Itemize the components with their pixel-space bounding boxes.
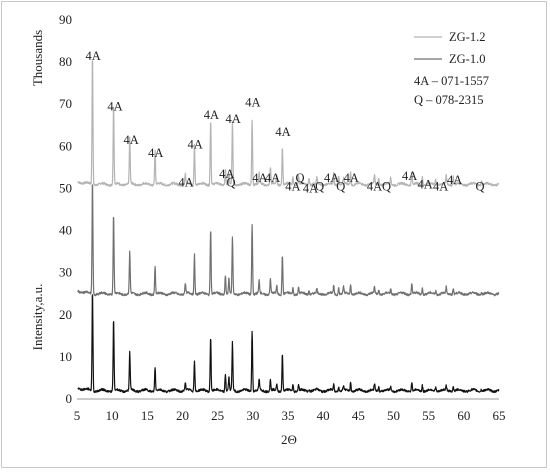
y-tick-label: 40 (59, 223, 72, 238)
x-tick-label: 40 (317, 408, 330, 423)
y-tick-label: 50 (59, 180, 72, 195)
y-axis-unit-label: Thousands (30, 30, 45, 86)
y-tick-label: 30 (59, 265, 72, 280)
x-tick-label: 50 (387, 408, 400, 423)
x-tick-label: 55 (422, 408, 435, 423)
x-tick-label: 15 (141, 408, 154, 423)
peak-label: 4A (433, 180, 448, 194)
peak-label: 4A (265, 171, 280, 185)
legend-label-zg10: ZG-1.0 (449, 52, 485, 66)
peak-label: 4A (225, 112, 240, 126)
series-group (77, 60, 500, 394)
peak-label: 4A (367, 180, 382, 194)
peak-label: 4A (418, 177, 433, 191)
peak-label: 4A (447, 173, 462, 187)
peak-label: 4A (324, 171, 339, 185)
y-tick-label: 60 (59, 138, 72, 153)
series-line-0 (77, 60, 500, 187)
peak-label: 4A (285, 180, 300, 194)
x-tick-label: 25 (211, 408, 224, 423)
peak-label: Q (475, 180, 484, 194)
y-tick-label: 90 (59, 12, 72, 27)
peak-label: 4A (252, 171, 267, 185)
x-tick-label: 35 (282, 408, 295, 423)
peak-label: 4A (245, 95, 260, 109)
x-tick-label: 20 (176, 408, 189, 423)
peak-label: 4A (86, 49, 101, 63)
y-tick-label: 20 (59, 307, 72, 322)
peak-label: Q (315, 180, 324, 194)
y-tick-label: 70 (59, 96, 72, 111)
x-axis-title: 2Θ (281, 432, 297, 447)
peak-label: 4A (124, 133, 139, 147)
peak-label: 4A (402, 169, 417, 183)
peak-label: 4A (178, 175, 193, 189)
legend: ZG-1.2 ZG-1.0 (414, 30, 485, 66)
peak-label: 4A (148, 146, 163, 160)
y-axis-title: Intensity,a.u. (30, 284, 45, 351)
peak-label: 4A (275, 125, 290, 139)
y-tick-label: 0 (66, 391, 73, 406)
x-tick-label: 30 (246, 408, 259, 423)
y-tick-label: 80 (59, 54, 72, 69)
x-tick-label: 10 (106, 408, 119, 423)
reference-q: Q – 078-2315 (414, 93, 483, 107)
y-tick-labels: 0 10 20 30 40 50 60 70 80 90 (59, 12, 72, 406)
x-tick-label: 45 (352, 408, 365, 423)
x-tick-label: 60 (457, 408, 470, 423)
annotations: 4A4A4A4A4A4A4A4AQ4A4A4A4A4A4AQ4AQ4AQ4A4A… (86, 49, 485, 196)
peak-label: 4A (107, 100, 122, 114)
x-tick-label: 5 (74, 408, 81, 423)
peak-label: Q (295, 171, 304, 185)
reference-4a: 4A – 071-1557 (414, 74, 489, 88)
peak-label: Q (227, 175, 236, 189)
y-tick-label: 10 (59, 349, 72, 364)
x-tick-label: 65 (493, 408, 506, 423)
xrd-chart: 4A4A4A4A4A4A4A4AQ4A4A4A4A4A4AQ4AQ4AQ4A4A… (30, 12, 506, 447)
peak-label: 4A (344, 171, 359, 185)
legend-label-zg12: ZG-1.2 (449, 30, 485, 44)
peak-label: 4A (204, 108, 219, 122)
peak-label: 4A (188, 137, 203, 151)
reference-cards: 4A – 071-1557 Q – 078-2315 (414, 74, 489, 107)
x-tick-labels: 5 10 15 20 25 30 35 40 45 50 55 60 65 (74, 408, 506, 423)
figure-frame: 4A 4A 4A 4A 4A 4A 4A 4A Q 4A 4A 4A 4A 4A 4A Q 4A Q 4A Q 4A 4A… (1, 1, 547, 468)
series-line-1 (77, 184, 500, 297)
peak-label: Q (336, 180, 345, 194)
peak-label: Q (382, 180, 391, 194)
peak-label: 4A (303, 182, 318, 196)
peak-label: 4A (219, 167, 234, 181)
series-line-2 (77, 294, 500, 394)
